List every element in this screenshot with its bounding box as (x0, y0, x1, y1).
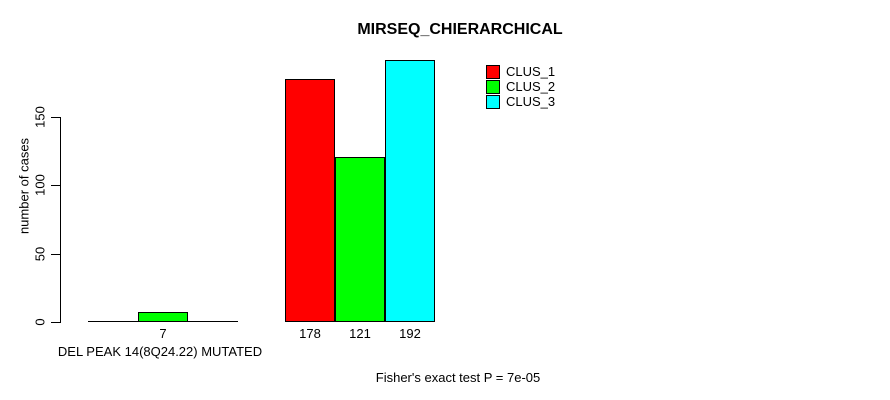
y-axis-label: number of cases (16, 137, 32, 235)
y-axis-tick-label: 0 (32, 318, 48, 326)
bar-value-label: 178 (299, 326, 321, 341)
legend-swatch-clus_3 (486, 94, 500, 109)
bar-value-label: 192 (399, 326, 421, 341)
y-axis-line (60, 117, 61, 323)
y-axis-tick-label: 100 (32, 174, 48, 196)
bar-clus_2-group1 (138, 312, 188, 322)
y-axis-tick-label: 50 (32, 246, 48, 262)
bar-clus_2-group2 (335, 157, 385, 322)
bar-clus_3-group2 (385, 60, 435, 322)
legend-swatch-clus_2 (486, 79, 500, 94)
legend-entry-clus_2: CLUS_2 (486, 79, 556, 94)
legend-label: CLUS_1 (506, 64, 556, 79)
x-axis-label: DEL PEAK 14(8Q24.22) MUTATED (57, 344, 263, 359)
y-axis-tick (51, 185, 60, 186)
bar-value-label: 7 (159, 326, 167, 341)
legend: CLUS_1 CLUS_2 CLUS_3 (486, 64, 556, 110)
y-axis-tick (51, 254, 60, 255)
y-axis-tick (51, 322, 60, 323)
y-axis-tick (51, 117, 60, 118)
bar-clus_3-group1 (188, 321, 238, 322)
bar-clus_1-group2 (285, 79, 335, 322)
chart-title: MIRSEQ_CHIERARCHICAL (357, 21, 563, 38)
legend-label: CLUS_3 (506, 94, 556, 109)
legend-entry-clus_1: CLUS_1 (486, 64, 556, 79)
legend-swatch-clus_1 (486, 64, 500, 79)
y-axis-tick-label: 150 (32, 106, 48, 128)
p-value-annotation: Fisher's exact test P = 7e-05 (375, 370, 541, 385)
legend-entry-clus_3: CLUS_3 (486, 94, 556, 109)
bar-clus_1-group1 (88, 321, 138, 322)
legend-label: CLUS_2 (506, 79, 556, 94)
bar-value-label: 121 (349, 326, 371, 341)
